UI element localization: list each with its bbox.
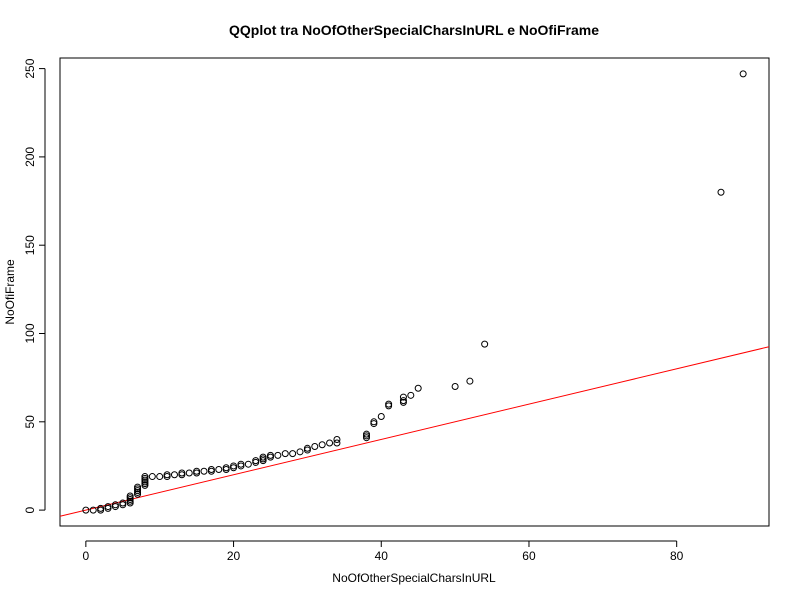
data-point [326, 439, 334, 447]
data-point [466, 377, 474, 385]
data-point [303, 444, 311, 452]
y-tick-label: 200 [23, 147, 37, 167]
data-point [200, 467, 208, 475]
data-point [385, 400, 393, 408]
data-point [252, 457, 260, 465]
data-point [399, 397, 407, 405]
x-tick-label: 60 [522, 549, 536, 563]
x-axis-label: NoOfOtherSpecialCharsInURL [332, 571, 496, 585]
data-point [237, 460, 245, 468]
data-point [82, 506, 90, 514]
data-point [717, 188, 725, 196]
x-tick-label: 40 [375, 549, 389, 563]
data-point [134, 483, 142, 491]
data-point [170, 471, 178, 479]
data-point [111, 501, 119, 509]
data-point [163, 471, 171, 479]
data-point [370, 418, 378, 426]
x-tick-label: 0 [83, 549, 90, 563]
data-point [97, 504, 105, 512]
data-point [104, 503, 112, 511]
data-point [333, 435, 341, 443]
data-point [193, 467, 201, 475]
reference-line-group [59, 346, 770, 517]
data-point [230, 462, 238, 470]
y-tick-label: 150 [23, 235, 37, 255]
reference-line [59, 346, 770, 517]
y-tick-label: 100 [23, 323, 37, 343]
data-point [311, 443, 319, 451]
data-point [289, 450, 297, 458]
data-point [281, 450, 289, 458]
data-point [739, 70, 747, 78]
y-axis-label: NoOfiFrame [3, 259, 17, 325]
points-group [82, 70, 747, 514]
data-point [481, 340, 489, 348]
data-point [222, 464, 230, 472]
data-point [156, 473, 164, 481]
y-tick-label: 250 [23, 58, 37, 78]
chart-title: QQplot tra NoOfOtherSpecialCharsInURL e … [229, 22, 599, 38]
data-point [141, 473, 149, 481]
plot-box [59, 57, 770, 527]
data-point [266, 451, 274, 459]
data-point [244, 460, 252, 468]
y-tick-label: 0 [23, 506, 37, 513]
data-point [259, 453, 267, 461]
data-point [318, 441, 326, 449]
data-point [296, 448, 304, 456]
data-point [215, 465, 223, 473]
data-point [362, 430, 370, 438]
x-tick-label: 80 [670, 549, 684, 563]
data-point [407, 391, 415, 399]
x-tick-label: 20 [227, 549, 241, 563]
data-point [148, 473, 156, 481]
data-point [451, 382, 459, 390]
data-point [185, 469, 193, 477]
data-point [126, 492, 134, 500]
data-point [207, 465, 215, 473]
data-point [119, 499, 127, 507]
data-point [274, 451, 282, 459]
data-point [414, 384, 422, 392]
data-point [89, 506, 97, 514]
data-point [377, 413, 385, 421]
data-point [333, 439, 341, 447]
x-axis: 0 20 40 60 80 [83, 540, 684, 563]
y-axis: 0 50 100 150 200 250 [23, 58, 46, 513]
data-point [399, 393, 407, 401]
y-tick-label: 50 [23, 415, 37, 429]
data-point [178, 469, 186, 477]
